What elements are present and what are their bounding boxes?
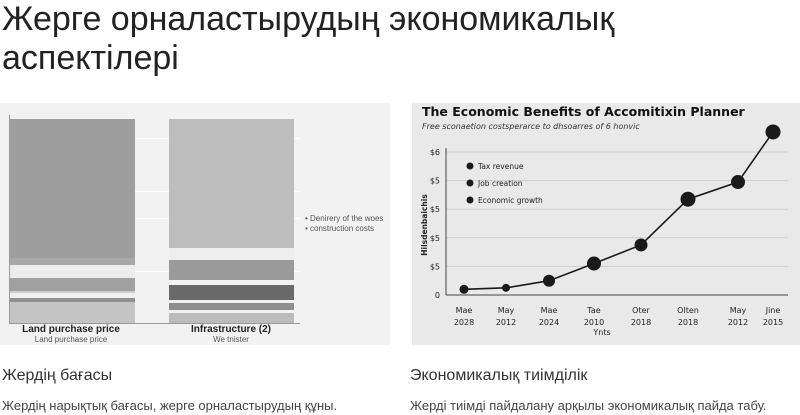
bar-label-land: Land purchase price: [22, 324, 120, 335]
x-tick-label: 2015: [763, 318, 783, 327]
x-tick-label: 2024: [539, 318, 559, 327]
benefits-chart: The Economic Benefits of Accomitixin Pla…: [412, 103, 800, 345]
y-tick-label: $5: [430, 205, 440, 214]
caption-text-land-price: Жердің нарықтық бағасы, жерге орналастыр…: [2, 398, 338, 413]
x-tick-label: May: [730, 306, 747, 315]
x-tick-label: 2012: [496, 318, 516, 327]
y-tick-label: $5: [430, 234, 440, 243]
bar-segment-infrastructure: [169, 285, 294, 300]
y-tick-label: $5: [430, 262, 440, 271]
x-tick-label: 2012: [728, 318, 748, 327]
legend-item: • construction costs: [305, 224, 375, 233]
caption-heading-efficiency: Экономикалық тиімділік: [410, 367, 588, 384]
data-point: [731, 175, 745, 190]
x-axis-label: Ynts: [592, 328, 610, 337]
x-tick-label: Jine: [765, 306, 781, 315]
x-tick-label: Tae: [586, 306, 600, 315]
x-tick-label: 2018: [678, 318, 698, 327]
legend-marker: [466, 179, 474, 187]
bar-segment-land: [9, 291, 135, 293]
bar-segment-infrastructure: [169, 300, 294, 303]
bar-segment-land: [9, 119, 135, 258]
y-axis-label: Hilsdenbaichis: [420, 194, 429, 256]
legend-label: Job creation: [477, 179, 523, 188]
chart-title: The Economic Benefits of Accomitixin Pla…: [422, 104, 746, 119]
bar-segment-land: [9, 278, 135, 291]
data-point: [587, 256, 601, 271]
chart-subtitle: Free sconaetion costsperarce to dhsoarre…: [422, 122, 640, 131]
x-tick-label: 2028: [454, 318, 474, 327]
data-point: [543, 274, 555, 287]
bar-segment-infrastructure: [169, 310, 294, 313]
data-point: [459, 284, 469, 294]
bar-segment-land: [9, 258, 135, 265]
x-tick-label: Mae: [541, 306, 558, 315]
bar-segment-land: [9, 302, 135, 323]
legend-marker: [466, 196, 474, 204]
bar-sublabel-land: Land purchase price: [34, 335, 108, 344]
bar-segment-infrastructure: [169, 313, 294, 323]
x-tick-label: 2010: [584, 318, 604, 327]
caption-text-efficiency: Жерді тиімді пайдалану арқылы экономикал…: [410, 398, 767, 413]
series-line: [463, 131, 774, 291]
line-chart-svg: The Economic Benefits of Accomitixin Pla…: [420, 104, 788, 337]
x-axis-line: [9, 323, 300, 324]
bar-segment-infrastructure: [169, 260, 294, 280]
bar-segment-land: [9, 298, 135, 302]
data-point: [680, 191, 696, 207]
data-point: [634, 238, 648, 252]
y-axis-line: [9, 115, 10, 323]
legend-marker: [466, 162, 474, 170]
bar-label-infrastructure: Infrastructure (2): [190, 324, 271, 335]
x-tick-label: 2018: [631, 318, 651, 327]
bar-sublabel-infrastructure: We tnister: [213, 335, 249, 344]
legend-label: Economic growth: [478, 196, 543, 205]
bar-segment-infrastructure: [169, 119, 294, 248]
legend-label: Tax revenue: [477, 162, 524, 171]
x-tick-label: Oter: [632, 306, 650, 315]
x-tick-label: May: [498, 306, 515, 315]
legend-item: • Denirery of the woes: [305, 214, 384, 223]
bar-segment-land: [9, 293, 135, 298]
data-point: [502, 283, 510, 292]
data-point: [765, 124, 781, 140]
x-tick-label: Mae: [456, 306, 473, 315]
x-tick-label: Olten: [677, 306, 699, 315]
caption-heading-land-price: Жердің бағасы: [2, 367, 113, 384]
y-tick-label: 0: [435, 291, 440, 300]
bar-segment-infrastructure: [169, 280, 294, 285]
bar-segment-land: [9, 265, 135, 278]
bar-segment-infrastructure: [169, 303, 294, 310]
y-tick-label: $6: [430, 148, 440, 157]
cost-bar-figure: Land purchase price Land purchase price …: [0, 103, 390, 345]
y-tick-label: $5: [430, 177, 440, 186]
page-title: Жерге орналастырудың экономикалық аспект…: [2, 0, 615, 77]
bar-segment-infrastructure: [169, 248, 294, 260]
